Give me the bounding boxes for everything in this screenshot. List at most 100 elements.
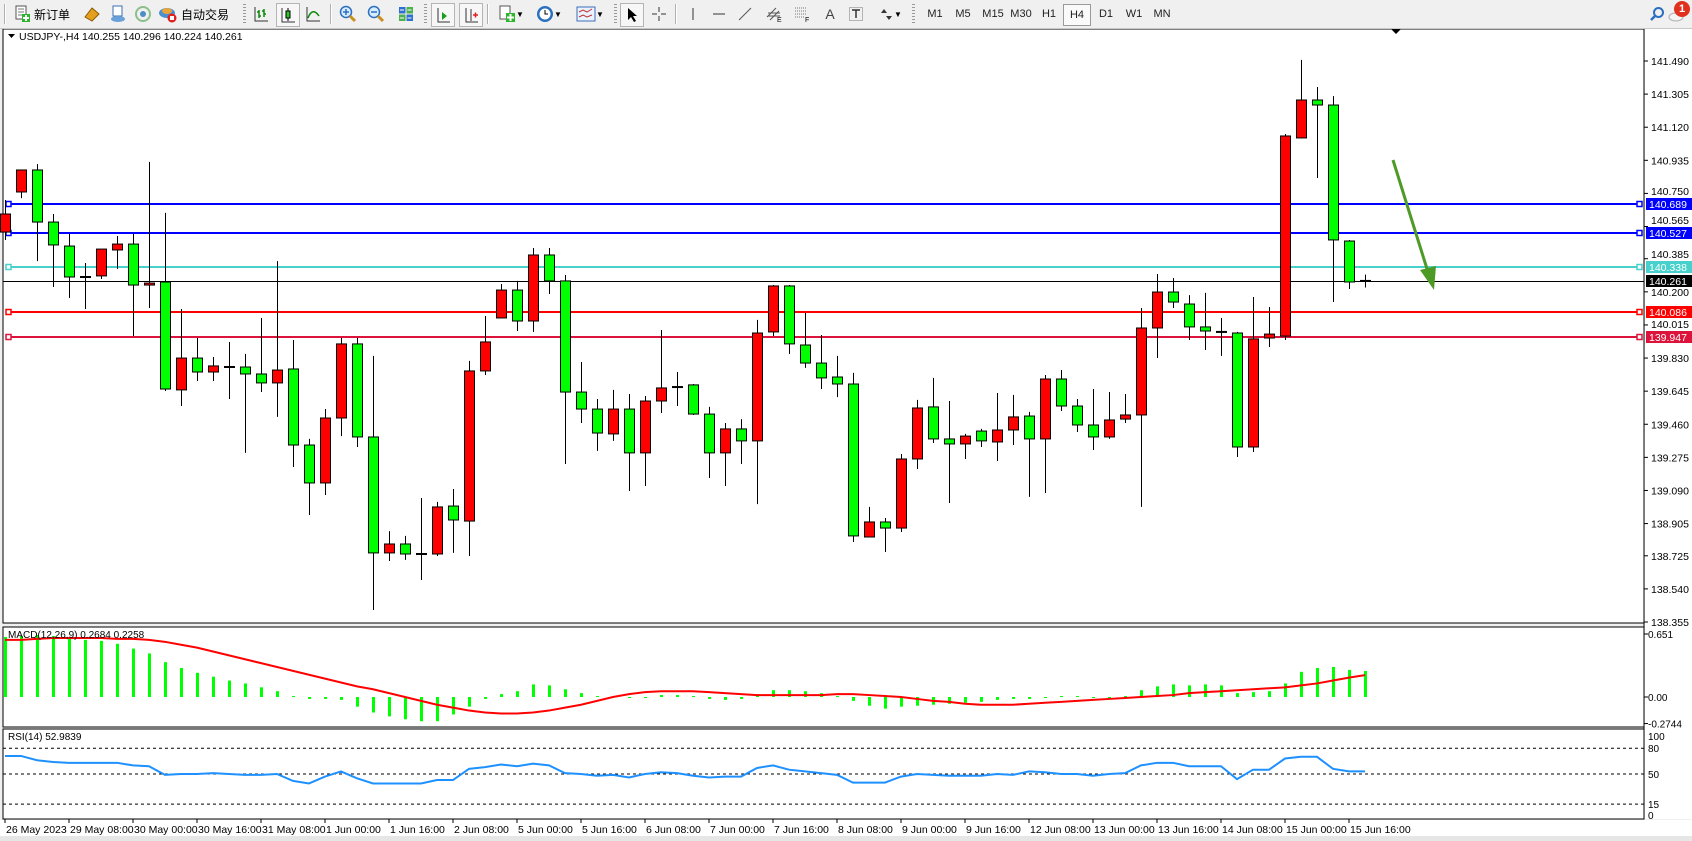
macd-histogram-bar <box>324 697 327 699</box>
candle-body <box>16 169 27 193</box>
add-indicator-button[interactable]: ▼ <box>494 3 528 25</box>
candle <box>480 316 491 376</box>
level-price-tag <box>1646 306 1692 318</box>
candle-body <box>1264 333 1275 339</box>
timeframe-w1[interactable]: W1 <box>1125 8 1143 20</box>
candle <box>336 338 347 437</box>
price-tick-label: 139.090 <box>1651 485 1689 497</box>
macd-panel <box>2 626 1645 728</box>
candle <box>48 214 59 288</box>
svg-text:F: F <box>805 17 809 23</box>
toolbar-separator <box>487 4 489 24</box>
candle-body <box>1104 419 1115 438</box>
candle <box>976 428 987 447</box>
candle <box>608 389 619 441</box>
candle <box>1168 278 1179 308</box>
header-dropdown-icon[interactable] <box>8 34 15 38</box>
trendline-icon <box>738 7 752 21</box>
timeframe-h4[interactable]: H4 <box>1063 4 1091 26</box>
search-button[interactable] <box>1647 3 1667 25</box>
macd-histogram-bar <box>1348 669 1351 697</box>
candle <box>768 285 779 337</box>
candle-body <box>784 285 795 345</box>
macd-histogram-bar <box>724 697 727 700</box>
signals-button[interactable] <box>133 3 153 25</box>
periods-button[interactable]: ▼ <box>532 3 566 25</box>
candle <box>624 394 635 492</box>
chart-shift-button[interactable] <box>459 3 483 27</box>
bar-chart-button[interactable] <box>250 3 272 25</box>
candle-body <box>512 289 523 322</box>
price-tick-label: 139.275 <box>1651 452 1689 464</box>
timeframe-m30[interactable]: M30 <box>1010 8 1032 20</box>
macd-histogram-bar <box>132 648 135 697</box>
toolbar-grip[interactable] <box>912 4 915 24</box>
timeframe-m5[interactable]: M5 <box>955 8 971 20</box>
timeframe-h1[interactable]: H1 <box>1041 8 1057 20</box>
candle <box>1200 292 1211 350</box>
price-tick-label: 139.645 <box>1651 386 1689 398</box>
price-tick-label: 140.935 <box>1651 155 1689 167</box>
candle <box>944 401 955 503</box>
macd-histogram-bar <box>452 697 455 715</box>
crosshair-button[interactable] <box>648 3 670 25</box>
candle-body <box>368 436 379 554</box>
toolbar-grip[interactable] <box>243 4 246 24</box>
candle <box>800 312 811 368</box>
svg-text:E: E <box>777 17 782 23</box>
candle <box>1040 375 1051 493</box>
zoom-out-button[interactable] <box>365 3 387 25</box>
candle-body <box>1296 99 1307 139</box>
trendline-button[interactable] <box>735 3 755 25</box>
arrows-button[interactable]: ▼ <box>873 3 907 25</box>
add-indicator-icon <box>499 5 516 22</box>
candle-body <box>1040 378 1051 440</box>
price-tick-label: 139.830 <box>1651 353 1689 365</box>
gold-button[interactable] <box>82 3 102 25</box>
timeframe-mn[interactable]: MN <box>1153 8 1171 20</box>
new-order-button[interactable]: 新订单 <box>13 3 70 25</box>
candle-body <box>1312 99 1323 106</box>
horizontal-line-button[interactable] <box>709 3 729 25</box>
candle <box>0 200 11 240</box>
templates-button[interactable]: ▼ <box>572 3 608 25</box>
auto-trade-label: 自动交易 <box>181 7 230 22</box>
vertical-line-button[interactable] <box>683 3 703 25</box>
notification-badge: 1 <box>1674 1 1690 17</box>
macd-histogram-bar <box>1076 696 1079 698</box>
candlestick-button[interactable] <box>276 3 300 27</box>
timeframe-m15[interactable]: M15 <box>982 8 1004 20</box>
timeframe-m1[interactable]: M1 <box>927 8 943 20</box>
text-label-button[interactable] <box>846 3 866 25</box>
timeframe-d1[interactable]: D1 <box>1098 8 1114 20</box>
fibonacci-button[interactable]: F <box>791 3 813 25</box>
candle <box>1024 411 1035 497</box>
auto-scroll-button[interactable] <box>431 3 455 27</box>
candle <box>496 283 507 319</box>
time-tick-label: 31 May 08:00 <box>262 824 326 836</box>
auto-trading-button[interactable]: 自动交易 <box>158 3 229 25</box>
line-chart-button[interactable] <box>302 3 324 25</box>
zoom-in-button[interactable] <box>337 3 359 25</box>
level-handle-left <box>5 200 12 208</box>
macd-histogram-bar <box>420 697 423 722</box>
candle <box>160 212 171 391</box>
candle-body <box>464 370 475 522</box>
macd-tick-label: -0.2744 <box>1648 720 1682 731</box>
macd-histogram-bar <box>596 696 599 698</box>
macd-histogram-bar <box>516 691 519 697</box>
account-button[interactable] <box>108 3 128 25</box>
chevron-down-icon: ▼ <box>894 9 902 19</box>
macd-histogram-bar <box>772 690 775 697</box>
tile-windows-button[interactable] <box>395 3 417 25</box>
macd-histogram-bar <box>196 672 199 697</box>
candle <box>80 263 91 310</box>
toolbar-grip[interactable] <box>614 4 617 24</box>
level-handle-right <box>1636 333 1643 341</box>
toolbar-grip[interactable] <box>424 4 427 24</box>
text-button[interactable]: A <box>820 3 840 25</box>
candle <box>576 361 587 424</box>
equidistant-channel-button[interactable]: E <box>763 3 785 25</box>
cursor-button[interactable] <box>620 3 644 27</box>
